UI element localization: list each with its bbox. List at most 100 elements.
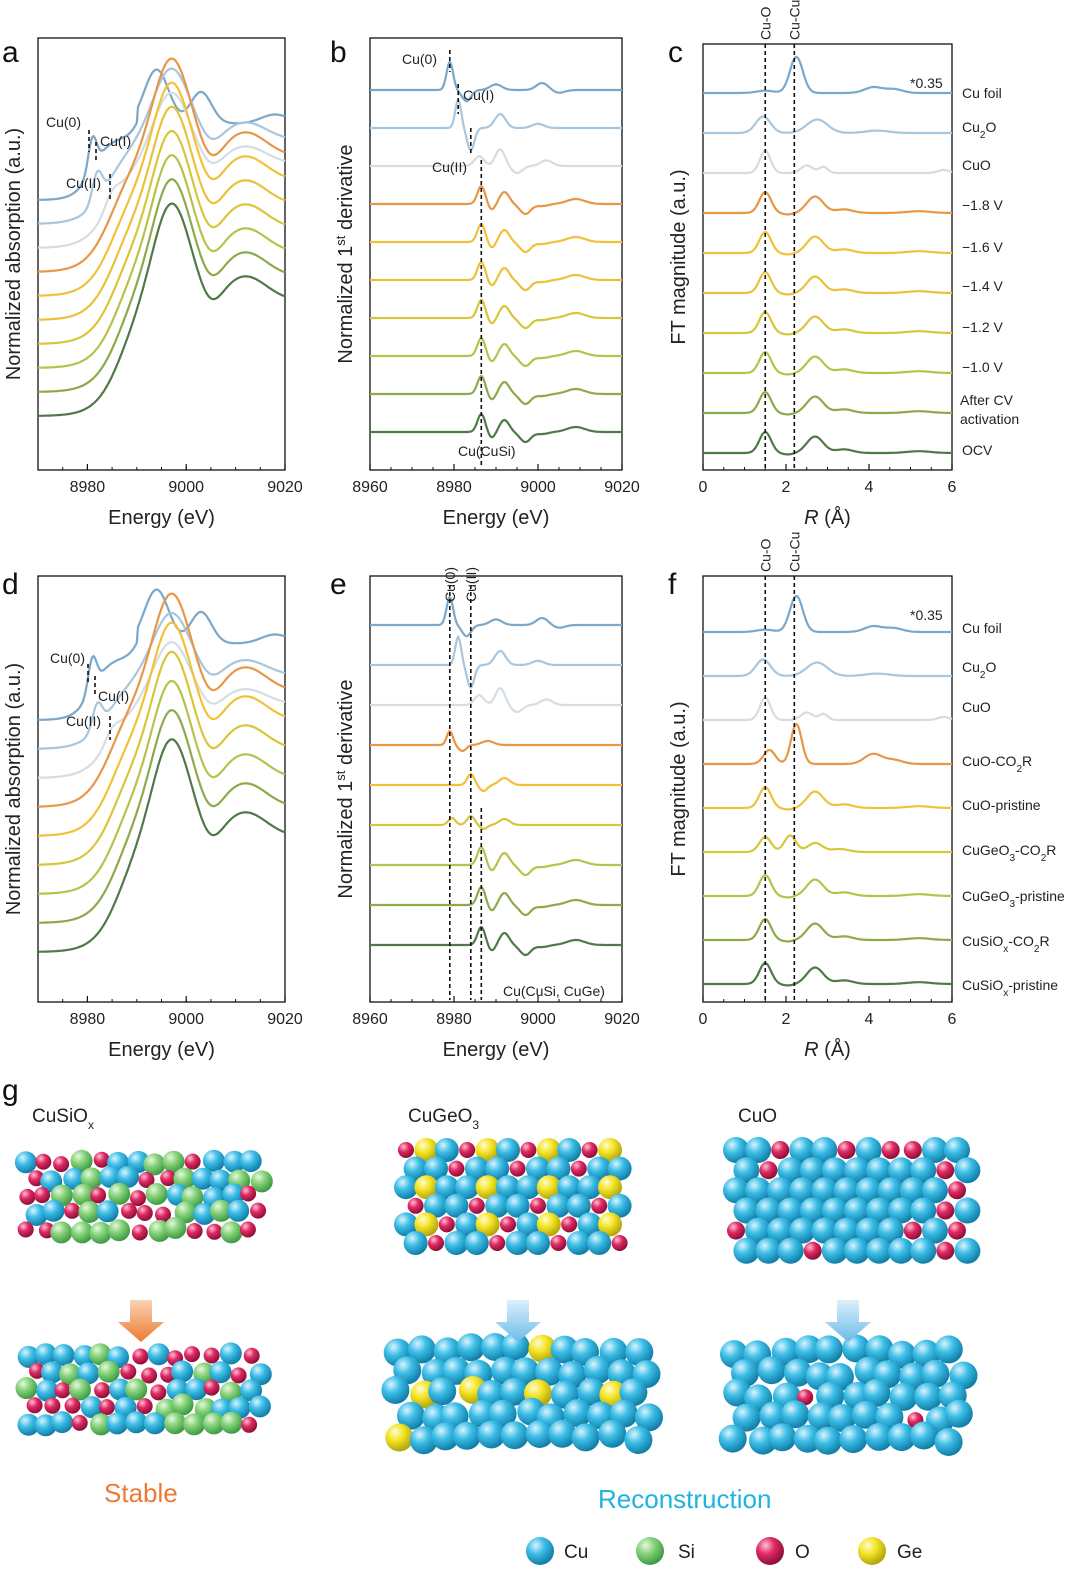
annotation-cu0: Cu(0) [402, 51, 437, 67]
cu-atom [444, 1231, 469, 1255]
cu-atom [99, 1166, 122, 1188]
cu-atom [505, 1193, 530, 1218]
cu-atom [526, 1231, 550, 1255]
o-atom [64, 1397, 81, 1414]
series-label: −1.8 V [962, 197, 1004, 213]
ge-atom [536, 1175, 561, 1200]
cu-atom [755, 1197, 782, 1224]
series-line [370, 885, 622, 917]
si-atom [145, 1183, 168, 1205]
series-label-part: 2 [980, 130, 986, 141]
series-line [38, 738, 286, 953]
cu-atom [526, 1156, 550, 1181]
series-line [703, 696, 953, 722]
annotation-cu0: Cu(0) [50, 650, 85, 666]
si-atom [108, 1219, 130, 1242]
o-atom [206, 1223, 223, 1240]
cu-atom [407, 1335, 436, 1364]
series-label-part: CuGeO [962, 888, 1010, 904]
x-axis-label-r: R [804, 1039, 818, 1061]
si-atom [174, 1201, 197, 1224]
cu-atom [718, 1424, 747, 1453]
cu-atom [248, 1395, 271, 1418]
cu-atom [733, 1157, 760, 1184]
series-label: CuO-pristine [962, 797, 1041, 813]
top-label-cu2: Cu(II) [463, 567, 479, 602]
cu-atom [41, 1361, 63, 1384]
series-label: activation [960, 411, 1019, 427]
o-atom [948, 1181, 966, 1200]
o-atom [468, 1197, 485, 1214]
plot-frame [369, 575, 623, 1003]
cu-atom [768, 1423, 797, 1452]
cu-atom [571, 1423, 600, 1452]
o-atom [500, 1216, 516, 1233]
o-atom [570, 1160, 587, 1177]
arrow-stable [118, 1300, 164, 1342]
o-atom [131, 1224, 148, 1241]
annotation-cu0: Cu(0) [46, 114, 81, 130]
struct-cusiox-after [15, 1342, 272, 1437]
x-tick-label: 9000 [520, 1011, 556, 1028]
si-atom [143, 1153, 166, 1176]
si-atom [108, 1182, 131, 1205]
legend-o-label: O [795, 1542, 810, 1563]
cu-atom [811, 1217, 838, 1244]
series-line [703, 115, 952, 135]
cu-atom [577, 1378, 606, 1406]
x-axis-label-unit: (Å) [819, 1038, 851, 1061]
series-label-part: CuGeO [962, 842, 1010, 858]
series-label: CuO [962, 699, 991, 715]
cu-atom [548, 1419, 577, 1448]
cu-atom [821, 1237, 848, 1264]
cu-atom [821, 1197, 848, 1224]
si-atom [97, 1360, 120, 1383]
cu-atom [428, 1377, 457, 1406]
material-title-main: CuGeO [408, 1106, 472, 1127]
o-atom [803, 1241, 822, 1260]
cu-atom [191, 1167, 214, 1190]
cu-atom [202, 1149, 225, 1172]
cu-atom [745, 1217, 772, 1244]
cu-atom [546, 1193, 571, 1218]
series-line [370, 298, 622, 330]
o-atom [837, 1141, 856, 1159]
x-tick-label: 8980 [70, 479, 106, 496]
y-axis-label-main: Normalized 1 [335, 781, 357, 899]
cu-atom [807, 1402, 836, 1431]
top-label-cucu: Cu-Cu [786, 532, 802, 572]
cu-atom [767, 1217, 794, 1244]
legend-cu-label: Cu [564, 1542, 588, 1563]
cu-atom [51, 1411, 73, 1434]
cu-atom [624, 1426, 653, 1454]
cu-atom [434, 1138, 459, 1162]
series-line [38, 650, 286, 866]
series-label-part: O [985, 659, 996, 675]
series-line [37, 621, 286, 837]
cu-atom [887, 1423, 916, 1452]
cu-atom [843, 1237, 870, 1264]
cu-atom [944, 1399, 973, 1428]
cu-atom [109, 1378, 132, 1401]
series-line [703, 270, 952, 296]
cu-atom [921, 1217, 948, 1244]
cu-atom [821, 1157, 848, 1184]
panel-label-a: a [2, 36, 19, 69]
series-label-part: -pristine [1015, 888, 1065, 904]
cu-atom [777, 1197, 804, 1224]
cu-atom [843, 1157, 870, 1184]
series-line [38, 611, 286, 750]
struct-cuo-after [718, 1334, 978, 1456]
ge-atom [536, 1212, 561, 1237]
o-atom [150, 1384, 167, 1401]
o-atom [520, 1142, 537, 1158]
cu-atom [193, 1202, 216, 1225]
si-atom [78, 1201, 101, 1223]
chart-f-ft: 0 2 4 6 R (Å) FT magnitude (a.u.) Cu-O Cu-Cu *0.… [668, 532, 1065, 1061]
cu-atom [814, 1335, 843, 1364]
series-label: CuO-CO2R [962, 753, 1032, 775]
o-atom [160, 1170, 177, 1187]
series-line [370, 925, 622, 957]
annotation-cu2: Cu(II) [66, 175, 101, 191]
si-atom [220, 1411, 243, 1434]
